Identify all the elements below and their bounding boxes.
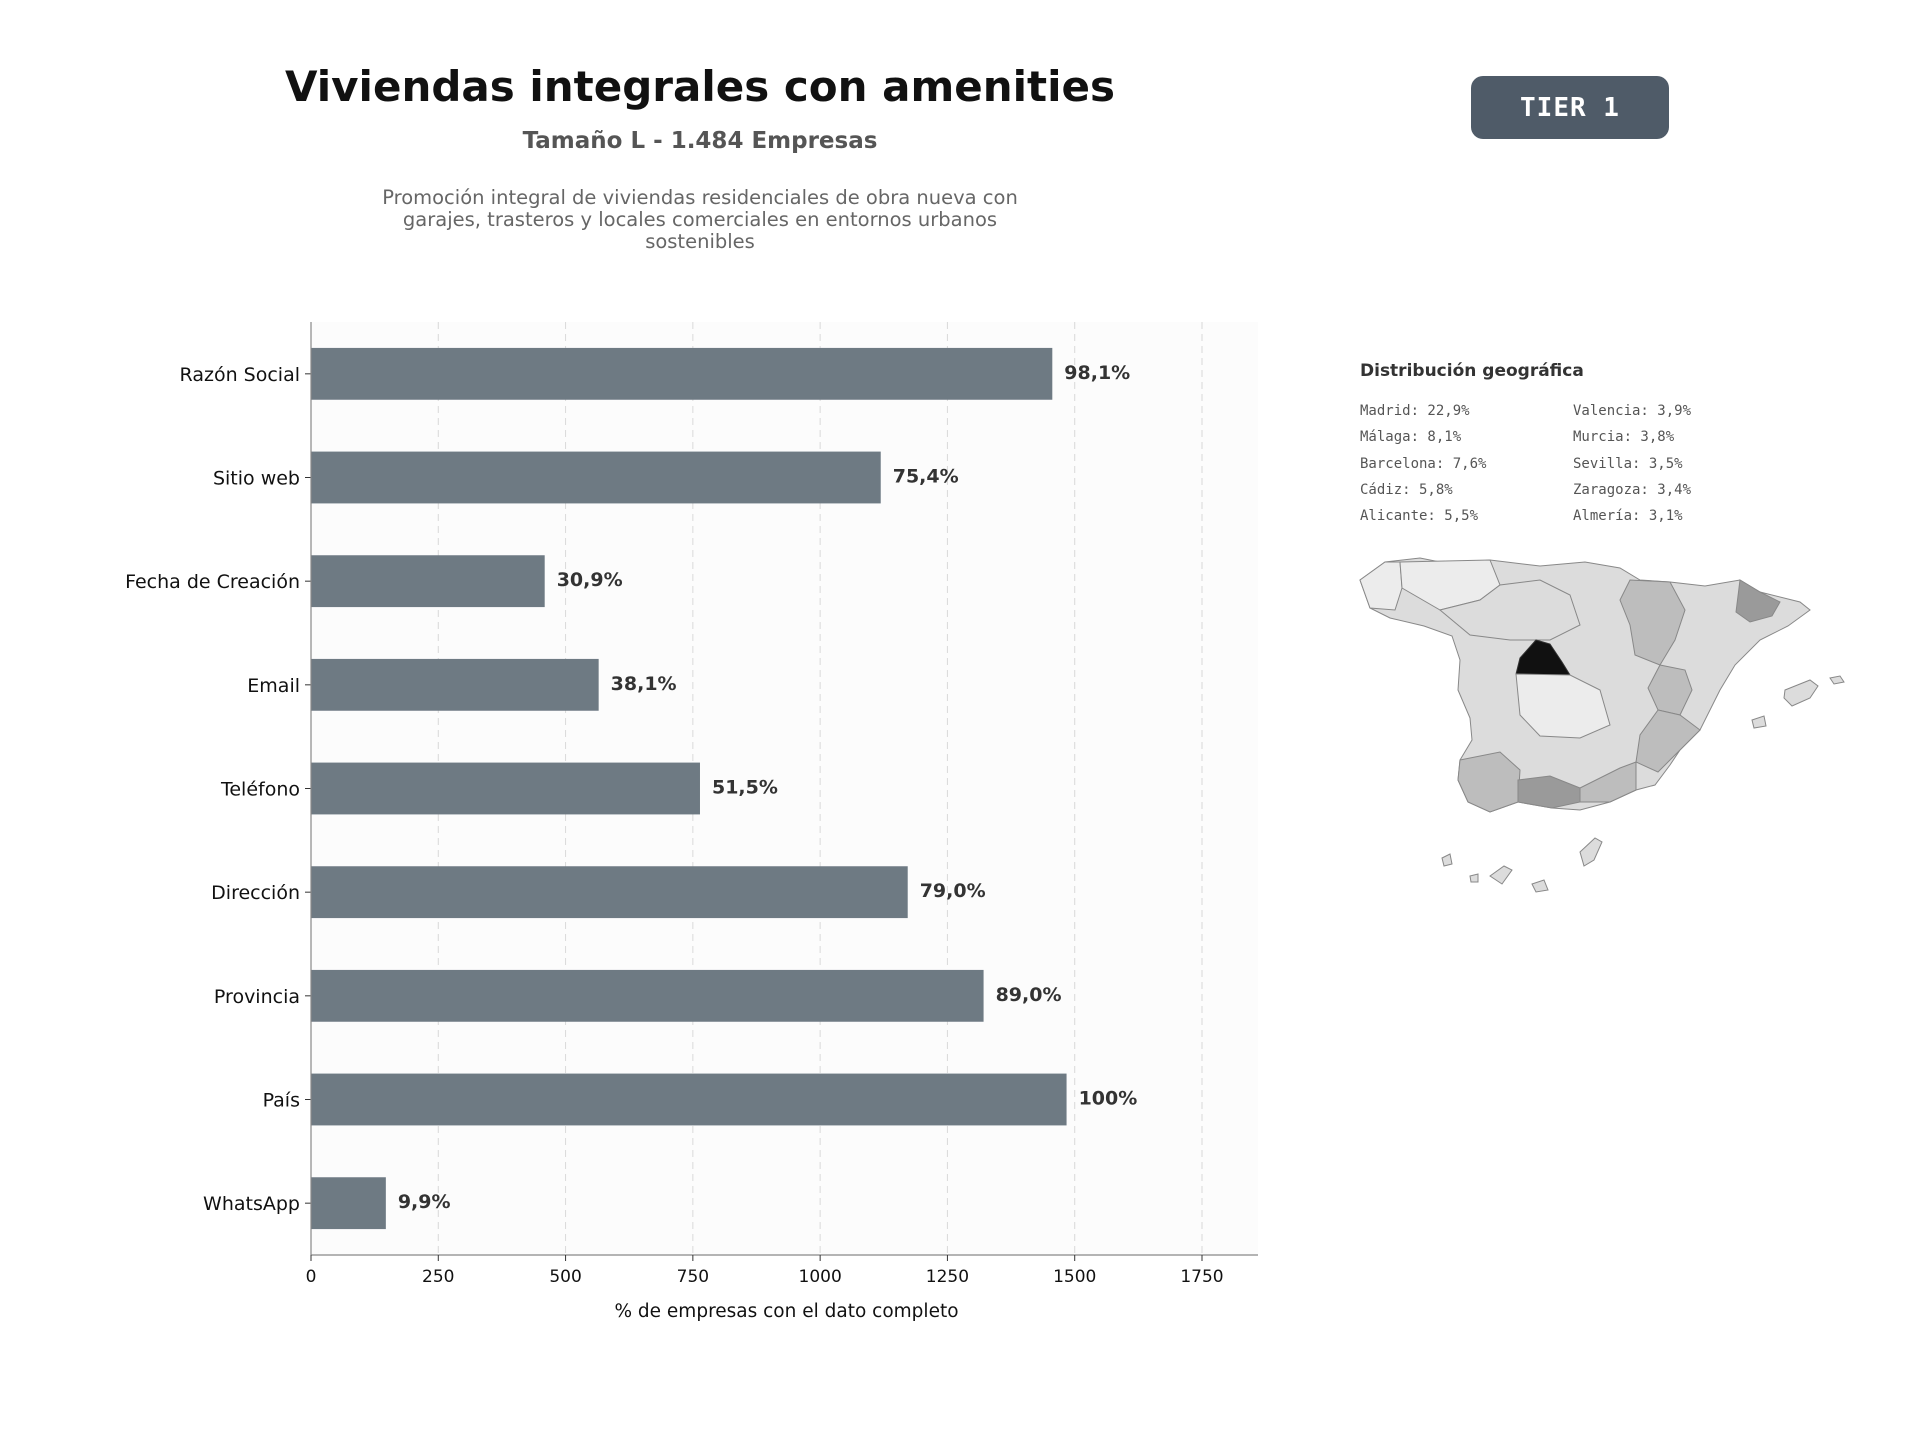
x-tick-label: 500 <box>549 1267 581 1287</box>
bar-chart: Razón Social 98,1% Sitio web 75,4% Fecha de … <box>125 322 1258 1322</box>
bar <box>311 1177 386 1230</box>
map-region-andalucia-west <box>1457 751 1521 813</box>
x-axis-label: % de empresas con el dato completo <box>614 1301 958 1322</box>
y-tick-label: WhatsApp <box>203 1193 300 1215</box>
page-title: Viviendas integrales con amenities <box>285 62 1115 111</box>
x-tick-label: 1250 <box>926 1267 969 1287</box>
data-label: 51,5% <box>712 777 778 799</box>
y-tick-label: Dirección <box>211 882 300 904</box>
map-region-alicante-murcia <box>1635 709 1701 773</box>
map-balearic-islands <box>1783 679 1819 707</box>
x-tick-label: 250 <box>422 1267 454 1287</box>
geo-distribution-title: Distribución geográfica <box>1360 361 1584 381</box>
geo-item: Málaga: 8,1% <box>1360 429 1462 446</box>
sector-description: Promoción integral de viviendas residenc… <box>360 187 1040 253</box>
map-balearic-islands <box>1751 715 1767 729</box>
y-tick-label: Email <box>247 675 300 697</box>
geo-item: Madrid: 22,9% <box>1360 403 1470 419</box>
description-line: Promoción integral de viviendas residenc… <box>382 186 1018 209</box>
data-label: 9,9% <box>398 1191 451 1213</box>
bar <box>311 658 599 711</box>
y-tick-label: Fecha de Creación <box>125 571 300 593</box>
data-label: 79,0% <box>920 880 986 902</box>
geo-item: Zaragoza: 3,4% <box>1573 481 1692 498</box>
map-region-andalucia-east <box>1579 761 1637 803</box>
map-canary-islands <box>1469 873 1479 883</box>
x-tick-label: 1750 <box>1180 1267 1223 1287</box>
x-tick-label: 1000 <box>799 1267 842 1287</box>
map-canary-islands <box>1489 865 1513 885</box>
geo-distribution-list: Madrid: 22,9% Valencia: 3,9% Málaga: 8,1… <box>1360 398 1740 529</box>
map-balearic-islands <box>1829 675 1845 685</box>
bar <box>311 1073 1067 1126</box>
data-label: 75,4% <box>893 466 959 488</box>
tier-badge: TIER 1 <box>1471 76 1669 139</box>
geo-item: Cádiz: 5,8% <box>1360 481 1453 498</box>
data-label: 30,9% <box>557 569 623 591</box>
data-label: 98,1% <box>1064 362 1130 384</box>
x-tick-label: 0 <box>306 1267 317 1287</box>
geo-item: Barcelona: 7,6% <box>1360 455 1487 472</box>
data-label: 89,0% <box>996 984 1062 1006</box>
spain-choropleth-map <box>1359 557 1845 893</box>
map-region-castilla-north <box>1438 579 1581 641</box>
geo-item: Alicante: 5,5% <box>1360 508 1479 525</box>
y-tick-label: Teléfono <box>220 779 300 801</box>
bar <box>311 451 881 504</box>
y-tick-label: Sitio web <box>213 468 300 490</box>
page-subtitle: Tamaño L - 1.484 Empresas <box>522 128 878 154</box>
geo-item: Sevilla: 3,5% <box>1573 455 1683 472</box>
bar <box>311 555 545 608</box>
bar <box>311 866 908 919</box>
y-tick-label: Provincia <box>214 986 300 1008</box>
geo-item: Murcia: 3,8% <box>1573 429 1675 446</box>
map-canary-islands <box>1579 837 1603 867</box>
y-tick-label: País <box>263 1090 300 1112</box>
geo-item: Valencia: 3,9% <box>1573 403 1692 419</box>
bar <box>311 347 1053 400</box>
map-canary-islands <box>1531 879 1549 893</box>
description-line: garajes, trasteros y locales comerciales… <box>402 208 998 231</box>
y-tick-label: Razón Social <box>180 364 300 386</box>
geo-item: Almería: 3,1% <box>1573 508 1683 525</box>
map-region-castilla-mancha <box>1515 673 1611 739</box>
bar <box>311 762 700 815</box>
x-tick-label: 750 <box>677 1267 709 1287</box>
x-tick-label: 1500 <box>1053 1267 1096 1287</box>
map-region-galicia <box>1359 561 1403 611</box>
data-label: 100% <box>1079 1088 1138 1110</box>
description-line: sostenibles <box>645 230 755 253</box>
map-region-barcelona <box>1735 579 1781 623</box>
bar <box>311 969 984 1022</box>
map-canary-islands <box>1441 853 1453 867</box>
data-label: 38,1% <box>611 673 677 695</box>
